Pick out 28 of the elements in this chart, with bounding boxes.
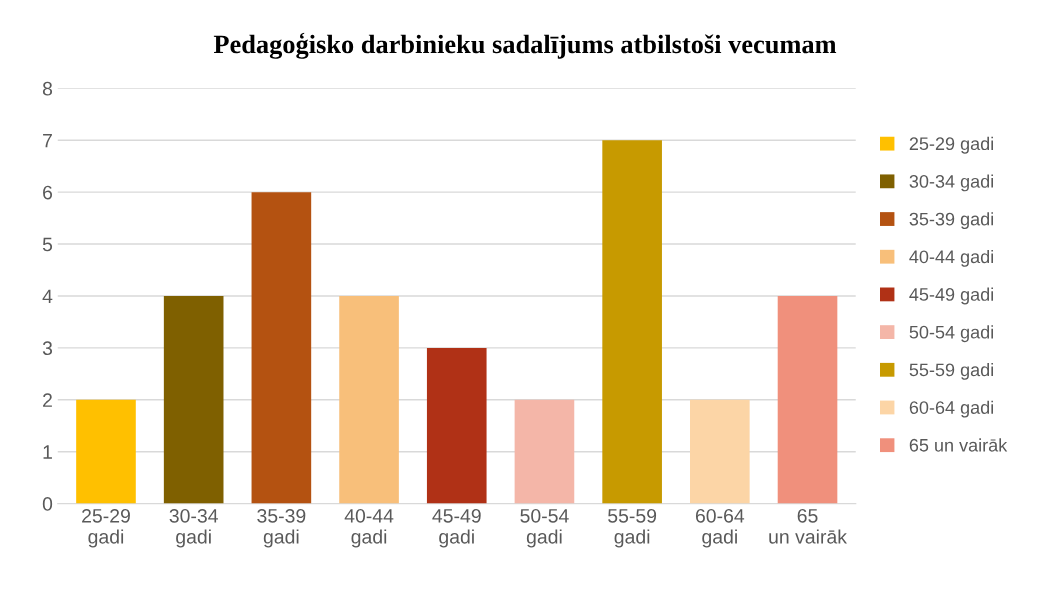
y-tick-label: 6	[43, 185, 53, 200]
legend-label: 45-49 gadi	[909, 287, 993, 305]
y-tick-label: 4	[42, 289, 53, 304]
x-tick-label: 25-29 gadi	[82, 508, 130, 548]
y-tick-label: 1	[43, 445, 52, 459]
y-tick-label: 7	[43, 133, 52, 148]
x-tick-label: 45-49 gadi	[432, 508, 481, 548]
x-tick-label: 55-59 gadi	[608, 508, 657, 548]
x-tick-label: 35-39 gadi	[257, 508, 306, 548]
legend-label: 30-34 gadi	[909, 174, 993, 192]
y-tick-label: 3	[42, 341, 53, 356]
legend-label: 25-29 gadi	[909, 136, 993, 154]
y-tick-label: 8	[42, 81, 53, 96]
legend-label: 55-59 gadi	[909, 362, 993, 380]
legend-label: 60-64 gadi	[909, 400, 993, 418]
x-tick-label: 30-34 gadi	[169, 508, 218, 548]
chart-title: Pedagoģisko darbinieku sadalījums atbilstoši vecumam	[213, 32, 837, 59]
legend-label: 50-54 gadi	[909, 325, 993, 343]
legend-label: 40-44 gadi	[909, 249, 993, 267]
x-tick-label: 65 un vairāk	[769, 508, 847, 544]
y-tick-label: 2	[43, 393, 52, 407]
legend-label: 35-39 gadi	[909, 212, 993, 230]
x-tick-label: 40-44 gadi	[344, 508, 394, 548]
y-tick-label: 0	[42, 497, 53, 511]
x-tick-label: 60-64 gadi	[695, 508, 745, 548]
legend-label: 65 un vairāk	[909, 438, 1008, 452]
y-tick-label: 5	[42, 237, 53, 252]
x-tick-label: 50-54 gadi	[520, 508, 569, 548]
